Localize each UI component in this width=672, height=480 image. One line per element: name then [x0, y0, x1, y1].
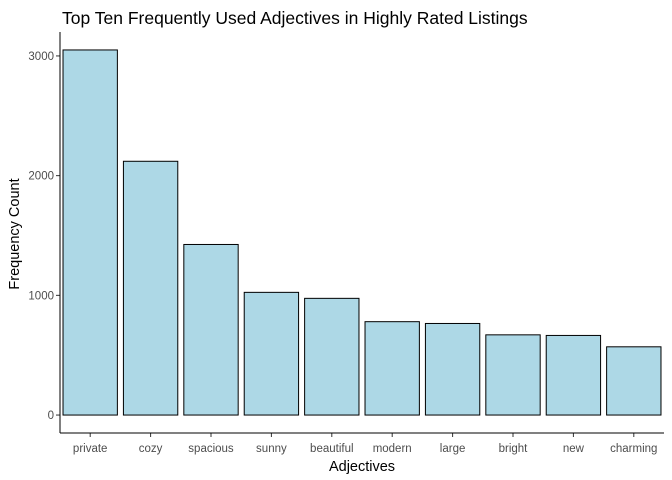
bar-spacious	[183, 243, 239, 416]
x-tick-label: sunny	[256, 443, 287, 455]
x-tick-label: charming	[610, 443, 657, 455]
x-tick-label: cozy	[139, 443, 163, 455]
bar-bright	[485, 334, 541, 416]
bar-private	[62, 49, 118, 416]
y-tick-label: 2000	[28, 171, 54, 183]
y-axis-title: Frequency Count	[7, 178, 23, 289]
y-tick-label: 3000	[28, 51, 54, 63]
x-tick-label: private	[73, 443, 108, 455]
x-tick-label: spacious	[188, 443, 234, 455]
bar-charming	[606, 346, 662, 416]
x-tick-label: new	[563, 443, 585, 455]
x-tick-label: large	[440, 443, 466, 455]
bars	[62, 49, 662, 416]
bar-modern	[364, 321, 420, 416]
bar-beautiful	[304, 297, 360, 416]
bar-large	[424, 322, 481, 416]
x-tick-label: modern	[373, 443, 412, 455]
chart-title: Top Ten Frequently Used Adjectives in Hi…	[62, 8, 528, 28]
x-tick-label: bright	[499, 443, 529, 455]
bar-sunny	[243, 291, 300, 416]
x-tick-label: beautiful	[310, 443, 353, 455]
bar-new	[545, 334, 602, 416]
bar-cozy	[122, 160, 179, 416]
y-tick-label: 1000	[28, 290, 54, 302]
y-tick-label: 0	[48, 410, 54, 422]
y-axis-ticks: 0 1000 2000 3000	[28, 51, 60, 422]
x-axis-title: Adjectives	[329, 459, 395, 475]
x-axis-ticks: private cozy spacious sunny beautiful modern l…	[73, 433, 657, 455]
